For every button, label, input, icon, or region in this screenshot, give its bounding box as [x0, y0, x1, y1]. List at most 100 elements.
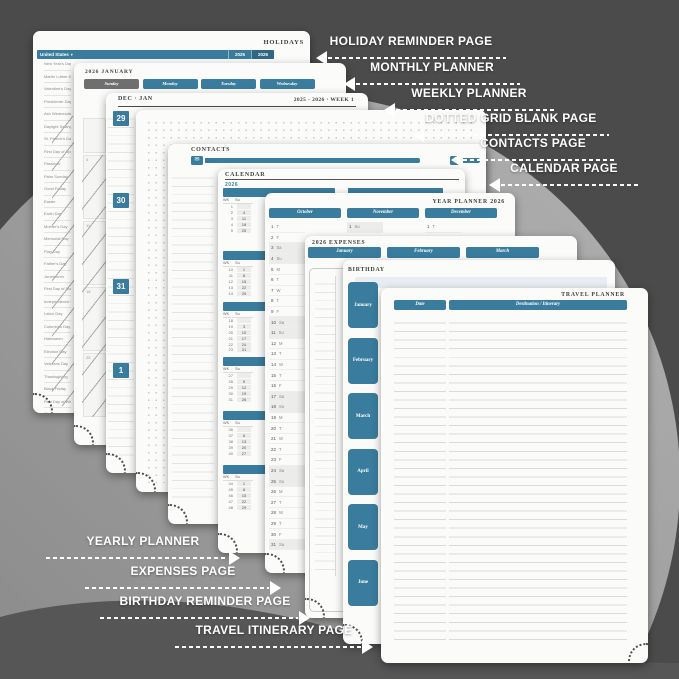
- su-column-label: Su: [235, 198, 240, 202]
- mini-month-header: [348, 188, 443, 197]
- mini-month-row: 13 22: [223, 284, 253, 290]
- callout-expenses-page: EXPENSES PAGE: [85, 564, 281, 595]
- weekday-header: Sunday: [84, 79, 139, 89]
- day-row: 22 T: [269, 444, 305, 456]
- destination-column-rows: [449, 315, 627, 647]
- weekday-header: Monday: [142, 79, 198, 89]
- mini-month-row: 27: [223, 373, 253, 379]
- weekly-month-label: DEC · JAN: [118, 96, 153, 102]
- day-row: 11 Su: [269, 327, 305, 339]
- contact-name-bar: [205, 158, 420, 163]
- monthly-title: 2026 JANUARY: [85, 69, 134, 75]
- mini-month-row: 11 8: [223, 273, 253, 279]
- mini-month-row: 48 29: [223, 504, 253, 510]
- day-row: 19 M: [269, 413, 305, 424]
- wk-column-label: WK: [223, 367, 230, 371]
- day-row: 23 F: [269, 455, 305, 466]
- su-column-label: Su: [235, 312, 240, 316]
- month-button: November: [347, 208, 419, 218]
- day-number-badge: 30: [113, 193, 129, 208]
- birthday-title: BIRTHDAY: [348, 267, 385, 273]
- mini-month-row: 47 22: [223, 498, 253, 504]
- wk-column-label: WK: [223, 261, 230, 265]
- october-day-list: 1 T 2 F 3 Sa 4 Su 5 M 6 T 7 W 8 T 9 F 10 Sa 11 Su 12 M 13 T 14 W 15 T…: [269, 222, 305, 551]
- day-row: 28 W: [269, 508, 305, 519]
- dashed-line: [425, 134, 609, 136]
- mini-month-row: 40 27: [223, 450, 253, 456]
- wk-column-label: WK: [223, 312, 230, 316]
- calendar-year: 2026: [225, 182, 239, 188]
- mini-month-row: 22 24: [223, 341, 253, 347]
- mini-month-row: 31 26: [223, 396, 253, 402]
- day-number-badge: 1: [113, 363, 129, 378]
- wk-column-label: WK: [223, 475, 230, 479]
- mini-month-row: 18: [223, 318, 253, 324]
- day-row: 16 F: [269, 381, 305, 392]
- month-tab: May: [348, 504, 378, 550]
- mini-month-header: [223, 188, 335, 197]
- callout-holiday-reminder-page: HOLIDAY REMINDER PAGE: [316, 34, 506, 65]
- mini-month-block: WK Su 1 2 4 3 11 4 18 5 25: [223, 188, 335, 233]
- month-tab: April: [348, 448, 378, 495]
- arrow-right-icon: [362, 640, 373, 654]
- mail-icon: ✉: [191, 156, 203, 165]
- arrow-right-icon: [299, 611, 310, 625]
- arrow-left-icon: [316, 51, 327, 65]
- day-row: 21 W: [269, 434, 305, 445]
- corner-arc-decoration: [168, 504, 188, 524]
- arrow-right-icon: [270, 581, 281, 595]
- mini-month-row: 36: [223, 427, 253, 433]
- month-tab: February: [348, 337, 378, 384]
- mini-month-row: 44 1: [223, 481, 253, 487]
- day-row: 29 T: [269, 519, 305, 530]
- holiday-list-item: Valentine's Day: [44, 83, 71, 96]
- mini-month-row: 14 29: [223, 290, 253, 296]
- day-row: 25 Su: [269, 476, 305, 487]
- day-row: 27 T: [269, 497, 305, 509]
- callout-calendar-page: CALENDAR PAGE: [489, 161, 639, 192]
- callout-travel-itinerary-page: TRAVEL ITINERARY PAGE: [175, 623, 373, 654]
- arrow-left-icon: [344, 77, 355, 91]
- day-number-badge: 29: [113, 111, 129, 126]
- holiday-list-item: Presidents' Day: [44, 96, 71, 108]
- day-row: 13 T: [269, 349, 305, 360]
- birthday-header-band: [355, 277, 607, 288]
- mini-month-row: 38 13: [223, 438, 253, 445]
- mini-month-row: 28 5: [223, 379, 253, 385]
- calendar-cell: [83, 118, 106, 153]
- su-column-label: Su: [235, 475, 240, 479]
- wk-column-label: WK: [223, 421, 230, 425]
- day-row: 15 T: [269, 370, 305, 381]
- month-button: February: [387, 247, 460, 258]
- mini-month-row: 20 10: [223, 329, 253, 336]
- dashed-line: [46, 557, 228, 559]
- expense-month-buttons: January February March: [308, 247, 539, 258]
- callout-monthly-planner: MONTHLY PLANNER: [344, 60, 520, 91]
- day-number-badge: 31: [113, 279, 129, 294]
- dashed-line: [463, 159, 615, 161]
- birthday-month-tabs: January February March April May June: [348, 282, 378, 615]
- arrow-left-icon: [451, 153, 462, 167]
- callout-birthday-reminder-page: BIRTHDAY REMINDER PAGE: [100, 594, 310, 625]
- corner-arc-decoration: [74, 425, 94, 445]
- day-row: 26 M: [269, 487, 305, 498]
- mini-month-row: 12 15: [223, 278, 253, 285]
- day-row: 18 Su: [269, 402, 305, 413]
- corner-arc-decoration: [628, 643, 648, 663]
- weekly-week-label: 2025 - 2026 · WEEK 1: [293, 97, 354, 103]
- contacts-title: CONTACTS: [191, 147, 231, 153]
- dashed-line: [85, 587, 269, 589]
- mini-month-row: 45 8: [223, 487, 253, 493]
- mini-month-row: 23 31: [223, 347, 253, 353]
- mini-month-row: 10 1: [223, 267, 253, 273]
- weekday-header-row: Sunday Monday Tuesday Wednesday: [84, 79, 315, 89]
- holiday-list-item: New Year's Day: [44, 58, 71, 71]
- mini-month-row: 5 25: [223, 227, 253, 233]
- day-row: 31 Sa: [269, 539, 305, 551]
- month-button: January: [308, 247, 381, 258]
